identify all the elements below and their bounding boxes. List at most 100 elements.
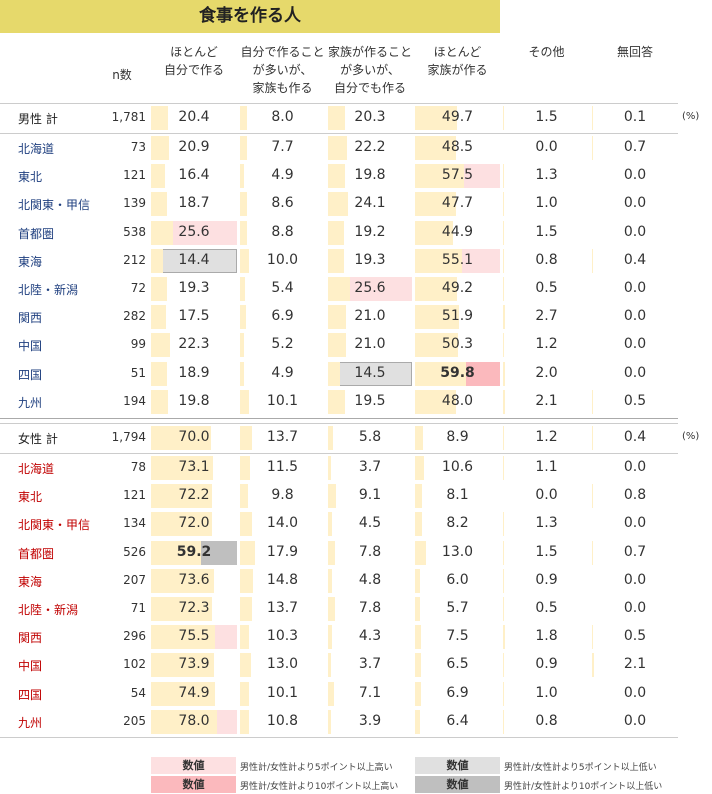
- cell-value: 13.0: [266, 656, 299, 673]
- row-label: 北海道: [18, 462, 55, 476]
- legend-text: 男性計/女性計より5ポイント以上高い: [240, 763, 393, 773]
- cell-value: 2.0: [535, 364, 558, 381]
- row-label: 北関東・甲信: [18, 198, 91, 213]
- n-value: 121: [123, 488, 146, 503]
- bar: [151, 625, 216, 650]
- cell-value: 0.0: [623, 167, 647, 184]
- row-label: 北陸・新潟: [18, 283, 79, 297]
- bar: [328, 361, 341, 386]
- cell-value: 16.4: [178, 167, 210, 184]
- cell-value: 0.5: [535, 280, 558, 296]
- cell-value: 8.9: [446, 429, 469, 445]
- bar: [328, 484, 336, 509]
- n-value: 1,781: [111, 110, 146, 124]
- header: が多いが、: [340, 63, 400, 77]
- cell-value: 14.8: [266, 571, 299, 588]
- cell-value: 0.9: [535, 571, 558, 588]
- bar: [503, 106, 505, 130]
- cell-value: 6.4: [446, 712, 469, 729]
- cell-value: 0.0: [623, 712, 647, 729]
- bar: [240, 361, 245, 386]
- bar: [151, 164, 165, 189]
- bar: [240, 277, 245, 301]
- cell-value: 74.9: [178, 684, 210, 701]
- cell-value: 24.1: [354, 195, 386, 212]
- cell-value: 19.8: [178, 392, 210, 409]
- cell-value: 59.2: [176, 543, 212, 560]
- bar: [415, 568, 421, 593]
- header: 家族も作る: [252, 81, 313, 95]
- bar: [503, 568, 504, 593]
- cell-value: 0.8: [535, 712, 558, 729]
- header: 家族が作ること: [327, 45, 412, 59]
- bar: [151, 681, 215, 706]
- row-label: 関西: [18, 311, 43, 326]
- cell-value: 6.9: [446, 684, 469, 701]
- cell-value: 10.1: [266, 392, 299, 409]
- cell-value: 5.7: [446, 600, 469, 616]
- bar: [328, 681, 335, 706]
- bar: [240, 484, 249, 509]
- cell-value: 7.8: [358, 600, 382, 616]
- cell-value: 4.9: [271, 364, 294, 381]
- row-label: 北陸・新潟: [18, 603, 79, 617]
- cell-value: 72.2: [178, 487, 210, 504]
- bar: [240, 540, 256, 565]
- bar: [328, 568, 333, 593]
- cell-value: 8.6: [271, 195, 294, 212]
- bar: [503, 681, 504, 706]
- cell-value: 20.4: [178, 109, 210, 125]
- cell-value: 21.0: [354, 308, 386, 325]
- legend-text: 男性計/女性計より10ポイント以上低い: [504, 782, 663, 792]
- cell-value: 0.9: [535, 656, 558, 673]
- bar: [151, 277, 168, 301]
- n-value: 99: [130, 337, 146, 352]
- bar: [240, 625, 249, 650]
- bar: [240, 389, 249, 414]
- cell-value: 75.5: [178, 628, 210, 645]
- bar: [151, 540, 202, 565]
- bar: [151, 568, 214, 593]
- cell-value: 4.3: [358, 628, 382, 645]
- unit: (%): [682, 431, 700, 442]
- cell-value: 0.0: [623, 684, 647, 701]
- cell-value: 1.5: [535, 543, 558, 560]
- n-value: 51: [130, 365, 146, 380]
- cell-value: 3.9: [358, 712, 382, 729]
- bar: [503, 709, 504, 734]
- row-label: 四国: [18, 367, 43, 382]
- n-value: 212: [123, 252, 146, 267]
- bar: [240, 192, 248, 217]
- cell-value: 73.6: [178, 571, 210, 588]
- cell-value: 10.8: [266, 712, 299, 729]
- bar: [592, 484, 593, 509]
- header: その他: [528, 45, 565, 59]
- bar: [415, 305, 460, 330]
- cell-value: 55.1: [441, 251, 474, 268]
- row-label: 男性 計: [18, 112, 58, 126]
- cell-value: 50.3: [441, 336, 474, 353]
- cell-value: 22.3: [178, 336, 210, 353]
- cell-value: 17.9: [266, 543, 299, 560]
- highlight: [328, 361, 412, 386]
- cell-value: 2.7: [535, 308, 558, 325]
- sub-line: [0, 453, 678, 454]
- row-label: 女性 計: [18, 432, 58, 446]
- bar: [592, 540, 593, 565]
- cell-value: 1.0: [535, 195, 558, 212]
- cell-value: 0.0: [623, 195, 647, 212]
- bar: [328, 597, 335, 621]
- bar: [151, 333, 170, 358]
- bar: [328, 512, 332, 537]
- end-line: [0, 737, 678, 738]
- cell-value: 11.5: [266, 459, 299, 475]
- cell-value: 20.9: [178, 139, 210, 155]
- cell-value: 1.0: [535, 684, 558, 701]
- bar: [240, 333, 245, 358]
- bar: [240, 426, 252, 450]
- row-label: 北海道: [18, 142, 55, 156]
- bar: [328, 709, 332, 734]
- bar: [151, 305, 166, 330]
- legend-text: 男性計/女性計より5ポイント以上低い: [504, 763, 657, 773]
- n-value: 139: [123, 196, 146, 211]
